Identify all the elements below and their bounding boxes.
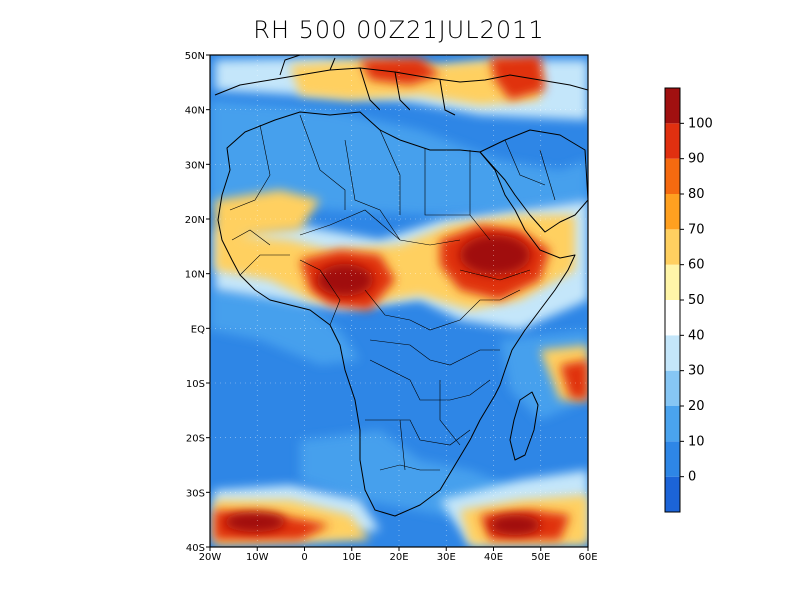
y-tick-label: EQ bbox=[191, 324, 205, 335]
core-sudan bbox=[460, 235, 530, 275]
x-tick-label: 0 bbox=[301, 552, 307, 563]
x-axis-ticks: 20W 10W 0 10E 20E 30E 40E 50E 60E bbox=[199, 547, 598, 563]
colorbar-label: 70 bbox=[688, 222, 705, 237]
zone-ne-red bbox=[490, 55, 545, 100]
colorbar-label: 80 bbox=[688, 187, 705, 202]
colorbar-segment bbox=[665, 123, 680, 159]
colorbar-segment bbox=[665, 370, 680, 406]
y-tick-label: 10S bbox=[186, 379, 205, 390]
colorbar-segment bbox=[665, 229, 680, 265]
y-tick-label: 10N bbox=[185, 270, 205, 281]
zone-north-africa-light bbox=[210, 100, 588, 215]
arabia-coastline bbox=[479, 129, 588, 233]
y-tick-label: 40N bbox=[185, 106, 205, 117]
colorbar-label: 60 bbox=[688, 258, 705, 273]
colorbar-label: 20 bbox=[688, 399, 705, 414]
y-tick-label: 30N bbox=[185, 160, 205, 171]
colorbar-label: 0 bbox=[688, 470, 696, 485]
x-tick-label: 10E bbox=[342, 552, 361, 563]
x-tick-label: 60E bbox=[578, 552, 597, 563]
country-borders bbox=[229, 114, 556, 471]
rh-field bbox=[210, 55, 588, 547]
zone-north-red bbox=[360, 58, 440, 85]
madagascar-coastline bbox=[509, 391, 539, 461]
colorbar-label: 40 bbox=[688, 328, 705, 343]
y-tick-label: 20S bbox=[186, 434, 205, 445]
colorbar-label: 90 bbox=[688, 152, 705, 167]
map-title: RH 500 00Z21JUL2011 bbox=[253, 16, 545, 44]
zone-gulf-guinea-light bbox=[210, 290, 360, 365]
core-sw-ocean bbox=[225, 512, 285, 532]
colorbar-segment bbox=[665, 406, 680, 442]
colorbar-label: 10 bbox=[688, 434, 705, 449]
colorbar-label: 100 bbox=[688, 116, 713, 131]
colorbar-segment bbox=[665, 158, 680, 194]
colorbar-segment bbox=[665, 194, 680, 230]
colorbar-segment bbox=[665, 264, 680, 300]
coastlines bbox=[214, 55, 588, 517]
x-tick-label: 50E bbox=[531, 552, 550, 563]
zone-east-red bbox=[560, 360, 588, 400]
colorbar-segment bbox=[665, 300, 680, 336]
core-west-africa bbox=[317, 264, 373, 296]
x-tick-label: 40E bbox=[484, 552, 503, 563]
colorbar-segment bbox=[665, 88, 680, 124]
zone-nw-orange bbox=[215, 190, 320, 240]
y-axis-ticks: 50N 40N 30N 20N 10N EQ 10S 20S 30S 40S bbox=[185, 51, 210, 554]
y-tick-label: 40S bbox=[186, 543, 205, 554]
rh-dark-red-cores bbox=[225, 235, 540, 535]
colorbar-segment bbox=[665, 441, 680, 477]
y-tick-label: 50N bbox=[185, 51, 205, 62]
europe-coastline bbox=[214, 55, 588, 116]
colorbar-label: 30 bbox=[688, 364, 705, 379]
colorbar-label: 50 bbox=[688, 293, 705, 308]
y-tick-label: 20N bbox=[185, 215, 205, 226]
x-tick-label: 10W bbox=[246, 552, 269, 563]
colorbar-segment bbox=[665, 335, 680, 371]
colorbar-segment bbox=[665, 476, 680, 512]
colorbar: 0 10 20 30 40 50 60 70 80 90 100 bbox=[664, 87, 713, 513]
africa-coastline bbox=[217, 111, 576, 517]
x-tick-label: 20E bbox=[389, 552, 408, 563]
core-se-ocean bbox=[490, 515, 540, 535]
x-tick-label: 30E bbox=[437, 552, 456, 563]
y-tick-label: 30S bbox=[186, 488, 205, 499]
x-tick-label: 20W bbox=[199, 552, 222, 563]
